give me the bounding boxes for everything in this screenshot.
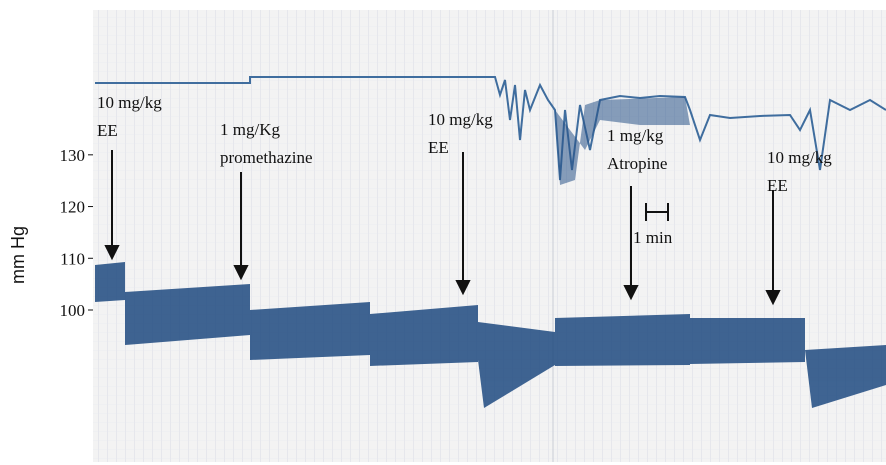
y-tick-label: 100	[60, 301, 86, 320]
y-tick-label: 120	[60, 198, 86, 217]
upper-trace	[95, 76, 886, 181]
y-axis-label: mm Hg	[8, 226, 28, 284]
arrows	[104, 150, 781, 306]
annotation-drug: Atropine	[607, 154, 667, 173]
annotation-dose: 1 mg/kg	[607, 126, 664, 145]
upper-trace-band	[555, 97, 690, 185]
annotation-drug: EE	[97, 121, 118, 140]
annotation-drug: EE	[767, 176, 788, 195]
annotation-drug: promethazine	[220, 148, 313, 167]
annotation-drug: EE	[428, 138, 449, 157]
y-tick-label: 130	[60, 146, 86, 165]
lower-trace	[95, 262, 886, 408]
scale-bar-label: 1 min	[633, 228, 673, 247]
annotation-dose: 10 mg/kg	[767, 148, 832, 167]
annotation-dose: 1 mg/Kg	[220, 120, 280, 139]
annotation-dose: 10 mg/kg	[97, 93, 162, 112]
annotation-dose: 10 mg/kg	[428, 110, 493, 129]
y-tick-label: 110	[60, 249, 85, 268]
